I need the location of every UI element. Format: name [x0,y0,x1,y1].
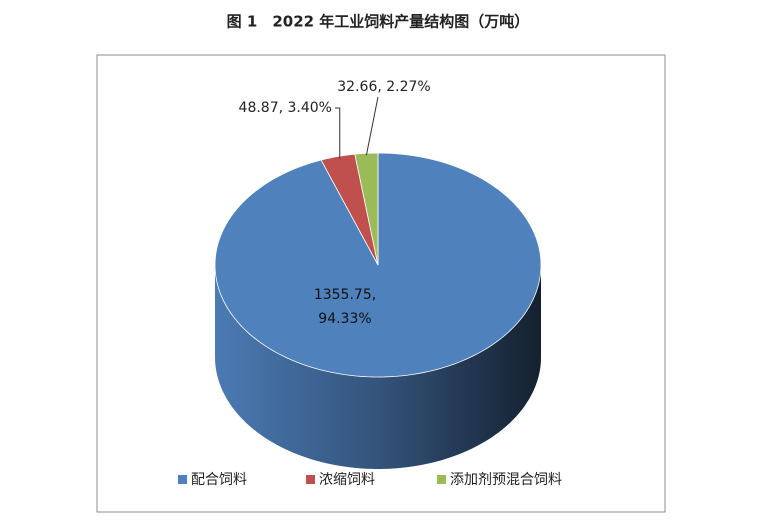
legend-swatch [437,475,446,484]
slice [320,153,379,266]
legend-swatch [306,475,315,484]
data-label: 32.66, 2.27% [337,79,430,95]
chart-title: 图 1 2022 年工业饲料产量结构图（万吨） [227,13,530,31]
slice-side-shade [215,265,541,469]
data-label: 48.87, 3.40% [239,100,332,116]
leader-line [365,96,379,156]
legend-label: 浓缩饲料 [319,472,375,488]
legend-label: 配合饲料 [191,472,247,488]
legend-swatch [178,475,187,484]
leader-line [335,107,341,159]
legend-label: 添加剂预混合饲料 [450,472,562,488]
data-label: 1355.75, 94.33% [313,287,377,327]
